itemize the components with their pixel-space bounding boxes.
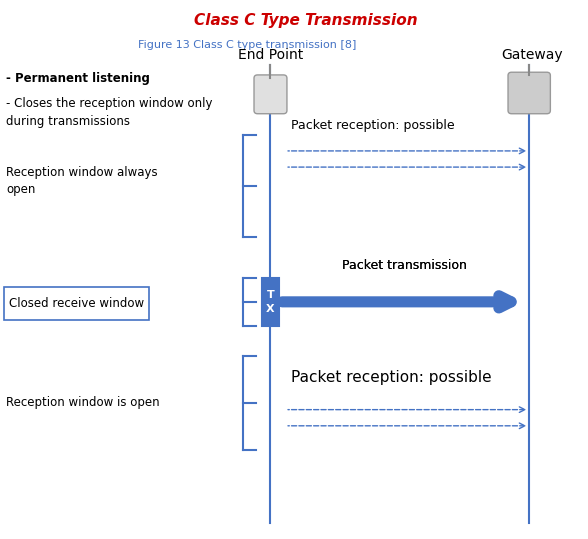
Text: Packet transmission: Packet transmission	[342, 259, 467, 272]
FancyBboxPatch shape	[262, 278, 279, 326]
Text: Figure 13 Class C type transmission [8]: Figure 13 Class C type transmission [8]	[138, 40, 356, 51]
Text: Packet transmission: Packet transmission	[342, 259, 467, 272]
Text: Class C Type Transmission: Class C Type Transmission	[194, 13, 417, 29]
Text: Packet reception: possible: Packet reception: possible	[291, 370, 492, 385]
Text: - Permanent listening: - Permanent listening	[6, 72, 150, 85]
Text: X: X	[266, 304, 275, 314]
FancyBboxPatch shape	[508, 72, 550, 114]
Text: Closed receive window: Closed receive window	[9, 296, 144, 310]
Text: Packet reception: possible: Packet reception: possible	[291, 119, 455, 132]
Text: - Closes the reception window only
during transmissions: - Closes the reception window only durin…	[6, 97, 212, 128]
Text: Reception window always
open: Reception window always open	[6, 165, 158, 196]
Text: Reception window is open: Reception window is open	[6, 396, 159, 410]
Text: Gateway: Gateway	[502, 48, 563, 62]
FancyBboxPatch shape	[254, 75, 287, 114]
FancyBboxPatch shape	[4, 287, 149, 320]
Text: T: T	[266, 289, 275, 300]
Text: End Point: End Point	[238, 48, 303, 62]
